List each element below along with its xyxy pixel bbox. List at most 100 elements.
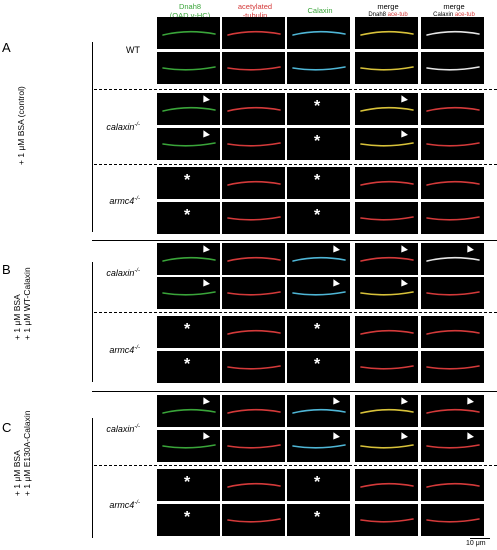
axoneme-signal	[227, 408, 281, 414]
axoneme-signal	[360, 30, 414, 36]
section-letter-a: A	[2, 40, 11, 55]
micrograph-panel	[421, 202, 484, 234]
micrograph-panel	[157, 128, 220, 160]
micrograph-panel	[355, 430, 418, 462]
axoneme-signal	[292, 444, 346, 449]
axoneme-signal	[426, 106, 480, 112]
micrograph-panel	[421, 351, 484, 383]
micrograph-panel	[355, 243, 418, 275]
axoneme-signal	[227, 180, 281, 186]
axoneme-signal	[227, 482, 281, 488]
axoneme-signal	[162, 142, 216, 147]
axoneme-signal	[360, 66, 414, 71]
micrograph-panel	[421, 277, 484, 309]
micrograph-panel	[355, 504, 418, 536]
micrograph-panel	[421, 52, 484, 84]
divider-b-c	[92, 391, 497, 392]
micrograph-panel	[355, 469, 418, 501]
header-merge-calaxin: merge Calaxin ace-tub	[433, 2, 475, 18]
asterisk-marker: *	[314, 133, 321, 150]
axoneme-signal	[227, 30, 281, 36]
micrograph-panel	[355, 17, 418, 49]
axoneme-signal	[360, 291, 414, 296]
micrograph-panel	[287, 277, 350, 309]
asterisk-marker: *	[184, 172, 191, 189]
asterisk-marker: *	[314, 207, 321, 224]
micrograph-panel	[222, 277, 285, 309]
axoneme-signal	[360, 482, 414, 488]
micrograph-panel	[421, 17, 484, 49]
micrograph-panel: *	[157, 202, 220, 234]
axoneme-signal	[227, 365, 281, 370]
micrograph-panel	[421, 93, 484, 125]
micrograph-panel	[355, 93, 418, 125]
micrograph-panel	[355, 351, 418, 383]
dashed-divider-b1	[94, 312, 497, 313]
micrograph-panel	[355, 316, 418, 348]
micrograph-panel	[421, 430, 484, 462]
axoneme-signal	[292, 291, 346, 296]
dashed-divider-a2	[94, 164, 497, 165]
section-c-bracket	[92, 418, 93, 538]
micrograph-panel	[287, 243, 350, 275]
axoneme-signal	[360, 216, 414, 221]
micrograph-panel	[421, 243, 484, 275]
genotype-armc4-a: armc4-/-	[109, 196, 140, 206]
micrograph-panel	[421, 504, 484, 536]
asterisk-marker: *	[184, 509, 191, 526]
header-merge-dnah8: merge Dnah8 ace-tub	[368, 2, 408, 18]
micrograph-panel: *	[157, 504, 220, 536]
axoneme-signal	[227, 329, 281, 335]
micrograph-panel	[355, 277, 418, 309]
micrograph-panel	[287, 52, 350, 84]
asterisk-marker: *	[184, 474, 191, 491]
axoneme-signal	[227, 444, 281, 449]
micrograph-panel	[355, 202, 418, 234]
section-letter-b: B	[2, 262, 11, 277]
axoneme-signal	[426, 444, 480, 449]
axoneme-signal	[426, 518, 480, 523]
axoneme-signal	[426, 291, 480, 296]
axoneme-signal	[360, 365, 414, 370]
axoneme-signal	[426, 142, 480, 147]
axoneme-signal	[162, 106, 216, 112]
micrograph-panel	[421, 469, 484, 501]
genotype-calaxin-b: calaxin-/-	[106, 268, 140, 278]
axoneme-signal	[360, 106, 414, 112]
asterisk-marker: *	[184, 321, 191, 338]
micrograph-panel	[222, 128, 285, 160]
micrograph-panel	[421, 316, 484, 348]
divider-a-b	[92, 240, 497, 241]
micrograph-panel	[157, 52, 220, 84]
micrograph-panel: *	[157, 167, 220, 199]
micrograph-panel	[157, 93, 220, 125]
micrograph-panel	[222, 504, 285, 536]
micrograph-panel	[355, 128, 418, 160]
micrograph-panel: *	[287, 351, 350, 383]
asterisk-marker: *	[314, 98, 321, 115]
scale-bar-label: 10 μm	[466, 540, 486, 547]
section-letter-c: C	[2, 420, 12, 435]
micrograph-panel	[421, 167, 484, 199]
asterisk-marker: *	[314, 172, 321, 189]
micrograph-panel	[287, 395, 350, 427]
micrograph-panel: *	[287, 504, 350, 536]
micrograph-panel	[157, 17, 220, 49]
axoneme-signal	[360, 180, 414, 186]
genotype-armc4-c: armc4-/-	[109, 500, 140, 510]
axoneme-signal	[426, 30, 480, 36]
section-a-bracket	[92, 42, 93, 232]
micrograph-panel	[222, 430, 285, 462]
micrograph-panel: *	[287, 316, 350, 348]
axoneme-signal	[360, 408, 414, 414]
micrograph-panel: *	[157, 469, 220, 501]
micrograph-panel: *	[287, 202, 350, 234]
axoneme-signal	[162, 256, 216, 262]
axoneme-signal	[360, 256, 414, 262]
axoneme-signal	[426, 180, 480, 186]
condition-label-b: + 1 μM BSA + 1 μM WT-Calaxin	[12, 267, 32, 340]
axoneme-signal	[360, 518, 414, 523]
micrograph-panel	[222, 93, 285, 125]
axoneme-signal	[227, 142, 281, 147]
axoneme-signal	[162, 66, 216, 71]
